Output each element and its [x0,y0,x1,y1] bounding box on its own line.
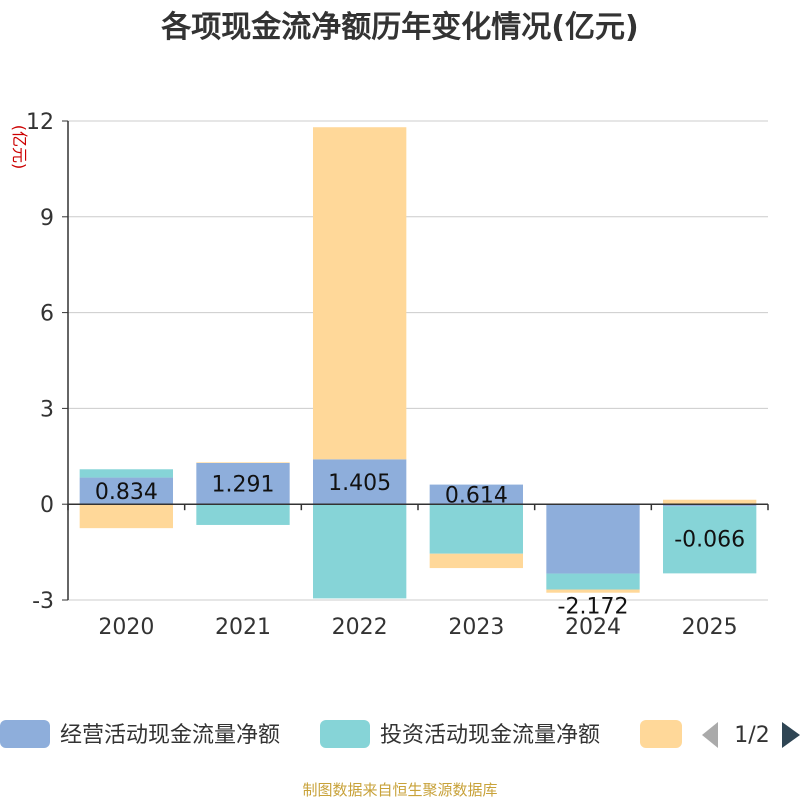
bar-2-2020 [79,504,173,529]
bar-1-2024 [546,573,640,590]
legend-next-arrow-icon[interactable] [782,722,800,748]
bar-2-2021 [196,462,290,463]
y-tick-label: 0 [40,493,54,518]
axes [67,121,769,600]
x-tick-label: 2023 [448,615,504,640]
legend-pager: 1/2 [702,722,800,748]
x-tick-label: 2022 [332,615,388,640]
x-tick-label: 2025 [682,615,738,640]
bars [79,127,757,599]
y-tick-label: 9 [40,206,54,231]
legend-item-financing[interactable] [640,720,682,748]
data-label: 0.614 [445,483,508,508]
data-label: 0.834 [95,480,158,505]
data-label: 1.405 [328,471,391,496]
bar-2-2024 [546,589,640,593]
data-labels: 0.834 1.291 1.405 0.614 -2.172 -0.066 [95,471,745,620]
data-label: -0.066 [674,527,745,552]
gridlines [62,120,768,601]
y-tick-labels: -3 0 3 6 9 12 [26,110,54,614]
bar-1-2023 [429,504,523,554]
y-tick-label: -3 [32,589,54,614]
y-tick-label: 12 [26,110,54,135]
x-tick-label: 2024 [565,615,621,640]
y-tick-label: 6 [40,302,54,327]
bar-0-2020 [79,477,173,505]
bar-2-2022 [313,127,407,460]
bar-0-2022 [313,459,407,505]
legend: 经营活动现金流量净额 投资活动现金流量净额 1/2 [0,720,800,748]
legend-label-operating: 经营活动现金流量净额 [60,723,280,748]
bar-2-2025 [663,499,757,505]
data-label: -2.172 [558,595,629,620]
x-tick-label: 2020 [98,615,154,640]
bar-0-2021 [196,462,290,505]
bar-1-2025 [663,506,757,574]
y-tick-label: 3 [40,397,54,422]
legend-item-investing[interactable]: 投资活动现金流量净额 [320,720,600,748]
bar-0-2025 [663,504,757,507]
legend-prev-arrow-icon[interactable] [702,722,718,748]
legend-swatch-operating [0,720,50,748]
legend-item-operating[interactable]: 经营活动现金流量净额 [0,720,280,748]
bar-1-2020 [79,469,173,478]
x-tick-labels: 2020 2021 2022 2023 2024 2025 [98,615,737,640]
y-axis-label: (亿元) [10,125,29,170]
legend-pager-text: 1/2 [734,723,769,748]
x-tick-label: 2021 [215,615,271,640]
legend-swatch-investing [320,720,370,748]
source-note: 制图数据来自恒生聚源数据库 [302,781,497,799]
data-label: 1.291 [212,473,275,498]
chart-title: 各项现金流净额历年变化情况(亿元) [160,10,638,45]
bar-2-2023 [429,553,523,569]
legend-swatch-financing [640,720,682,748]
legend-label-investing: 投资活动现金流量净额 [380,723,600,748]
bar-1-2021 [196,504,290,525]
bar-1-2022 [313,504,407,599]
bar-0-2023 [429,484,523,505]
bar-0-2024 [546,504,640,574]
